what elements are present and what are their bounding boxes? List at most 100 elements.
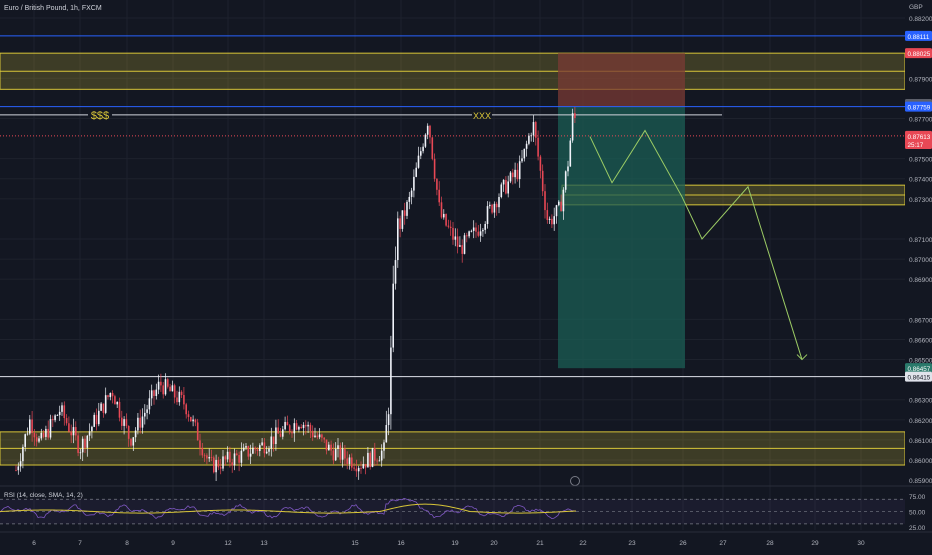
time-tick-label: 20 [490, 540, 498, 547]
candle-bullish [192, 419, 194, 422]
rsi-pane[interactable]: 75.00 50.00 25.00 RSI (14, close, SMA, 14, … [0, 492, 926, 532]
time-axis[interactable]: 6 7 8 9 12 13 15 16 19 20 21 22 23 26 27 28 29 30 [32, 540, 865, 547]
price-tick-label: 0.86000 [909, 458, 932, 465]
candle-bearish [127, 425, 130, 439]
rsi-legend: RSI (14, close, SMA, 14, 2) [4, 492, 83, 499]
candle-bullish [459, 245, 461, 247]
candle-bullish [134, 430, 137, 438]
time-tick-label: 30 [857, 540, 865, 547]
candle-bullish [98, 410, 100, 425]
candle-bullish [54, 415, 56, 421]
candle-bullish [148, 398, 151, 410]
candle-bearish [52, 419, 54, 421]
candle-bearish [403, 210, 406, 216]
price-tick-label: 0.86300 [909, 398, 932, 405]
candle-bullish [19, 461, 22, 467]
candle-bullish [38, 438, 40, 442]
candle-bearish [466, 235, 468, 237]
candle-bullish [367, 452, 369, 468]
candle-bearish [279, 433, 282, 437]
candle-bullish [116, 401, 118, 405]
price-tick-label: 0.87300 [909, 197, 932, 204]
candle-bearish [438, 189, 440, 203]
candle-bullish [61, 405, 63, 412]
candle-bearish [449, 226, 452, 228]
candle-bullish [493, 203, 496, 213]
candle-bullish [123, 419, 125, 426]
candle-bearish [440, 202, 443, 218]
candle-bullish [479, 231, 482, 236]
take-profit-area[interactable] [558, 106, 685, 369]
projection-path[interactable] [589, 129, 803, 360]
candle-bullish [394, 260, 397, 284]
candle-bullish [40, 432, 43, 439]
candle-bearish [429, 125, 431, 138]
candle-bearish [495, 203, 498, 208]
candle-bearish [33, 433, 36, 438]
candle-bearish [360, 467, 362, 469]
candle-bearish [272, 436, 275, 445]
candle-bearish [210, 457, 213, 458]
time-tick-label: 13 [260, 540, 268, 547]
candle-bullish [109, 392, 112, 398]
price-tick-label: 0.87500 [909, 157, 932, 164]
price-tick-label: 0.87100 [909, 237, 932, 244]
candle-bullish [348, 457, 351, 464]
candle-bearish [311, 430, 314, 437]
rsi-tick-label: 50.00 [909, 510, 926, 517]
candle-bearish [15, 470, 17, 471]
candle-bearish [309, 424, 312, 431]
rsi-line [0, 497, 577, 520]
time-tick-label: 21 [536, 540, 544, 547]
candle-bearish [173, 385, 176, 398]
candle-bearish [130, 438, 132, 446]
candle-bullish [486, 206, 489, 224]
candle-bearish [213, 457, 215, 473]
candle-bearish [247, 446, 250, 457]
supply-demand-zone[interactable] [0, 431, 906, 466]
candle-bearish [77, 435, 79, 453]
price-marker [905, 363, 932, 374]
supply-demand-zone[interactable] [0, 52, 906, 90]
candle-bearish [399, 218, 401, 229]
candle-bearish [537, 137, 539, 157]
price-axis-background [905, 0, 932, 550]
rsi-tick-label: 75.00 [909, 494, 926, 501]
candle-bullish [463, 235, 466, 254]
candle-bearish [452, 227, 454, 240]
candle-bearish [206, 455, 208, 459]
candle-bearish [332, 450, 335, 461]
candle-bearish [456, 236, 459, 247]
price-tick-label: 0.86100 [909, 438, 932, 445]
candle-bullish [553, 216, 555, 225]
candle-bullish [337, 445, 339, 449]
candle-bearish [316, 435, 319, 438]
candle-bearish [544, 191, 546, 211]
candle-bearish [107, 395, 109, 398]
candle-bullish [270, 436, 273, 449]
candle-bullish [240, 450, 243, 463]
candle-bearish [516, 169, 519, 180]
price-marker [905, 130, 932, 141]
candle-bearish [300, 427, 302, 429]
rsi-ma-line [0, 503, 577, 514]
candle-bearish [339, 445, 342, 460]
candle-bearish [535, 122, 537, 138]
candle-bearish [190, 416, 192, 422]
candle-bearish [321, 434, 323, 438]
candle-bullish [72, 427, 75, 436]
price-axis[interactable]: 0.88200 0.87900 0.87700 0.87500 0.87400 0.873… [905, 0, 932, 550]
price-marker [905, 371, 932, 382]
candle-bearish [231, 462, 233, 466]
candle-bearish [236, 453, 238, 456]
candle-bullish [523, 148, 526, 159]
stop-loss-area[interactable] [558, 53, 685, 107]
candle-bearish [68, 423, 70, 432]
candle-bearish [196, 422, 199, 441]
candle-bearish [477, 231, 480, 236]
candle-bullish [500, 184, 503, 198]
price-marker [905, 101, 932, 112]
candle-bullish [424, 134, 427, 147]
